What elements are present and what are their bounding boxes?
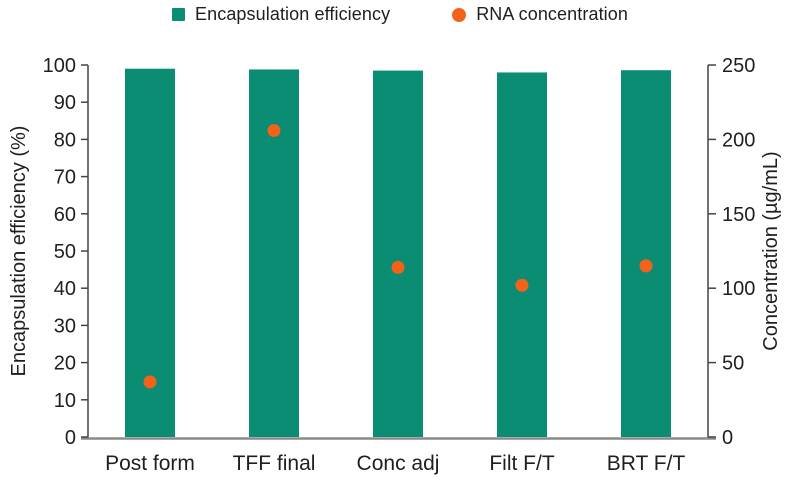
- rna-dot-brt-f-t: [639, 259, 653, 273]
- left-axis-tick-label: 30: [54, 315, 76, 337]
- bar-conc-adj: [373, 70, 423, 437]
- x-category-label-filt-f-t: Filt F/T: [489, 452, 554, 475]
- x-category-label-tff-final: TFF final: [233, 452, 316, 475]
- left-axis-tick-label: 60: [54, 204, 76, 226]
- left-axis-tick-label: 80: [54, 129, 76, 151]
- right-axis-tick-label: 0: [722, 427, 733, 449]
- left-axis-tick-label: 50: [54, 241, 76, 263]
- legend-item-rna-concentration: RNA concentration: [452, 4, 628, 25]
- rna-marker-icon: [452, 7, 467, 22]
- x-category-label-brt-f-t: BRT F/T: [607, 452, 686, 475]
- rna-dot-tff-final: [267, 123, 281, 137]
- right-axis-tick-label: 150: [722, 204, 755, 226]
- legend-label-encapsulation-efficiency: Encapsulation efficiency: [195, 4, 391, 24]
- bar-filt-f-t: [497, 72, 547, 437]
- x-category-label-conc-adj: Conc adj: [357, 452, 440, 475]
- left-axis-tick-label: 10: [54, 390, 76, 412]
- right-axis-title: Concentration (µg/mL): [760, 151, 782, 350]
- rna-dot-filt-f-t: [515, 278, 529, 292]
- rna-dot-post-form: [143, 375, 157, 389]
- right-axis-tick-label: 100: [722, 278, 755, 300]
- bar-brt-f-t: [621, 70, 671, 437]
- encapsulation-swatch-icon: [172, 8, 185, 21]
- right-axis-tick-label: 250: [722, 55, 755, 77]
- left-axis-tick-label: 100: [43, 55, 76, 77]
- left-axis-tick-label: 20: [54, 353, 76, 375]
- left-axis-tick-label: 70: [54, 167, 76, 189]
- rna-dot-conc-adj: [391, 260, 405, 274]
- chart-legend: Encapsulation efficiency RNA concentrati…: [0, 4, 800, 25]
- left-axis-tick-label: 90: [54, 92, 76, 114]
- right-axis-tick-label: 50: [722, 353, 744, 375]
- x-category-label-post-form: Post form: [105, 452, 195, 475]
- left-axis-title: Encapsulation efficiency (%): [8, 126, 30, 377]
- right-axis-tick-label: 200: [722, 129, 755, 151]
- legend-item-encapsulation-efficiency: Encapsulation efficiency: [172, 4, 390, 25]
- left-axis-tick-label: 40: [54, 278, 76, 300]
- legend-label-rna-concentration: RNA concentration: [476, 4, 628, 24]
- left-axis-tick-label: 0: [65, 427, 76, 449]
